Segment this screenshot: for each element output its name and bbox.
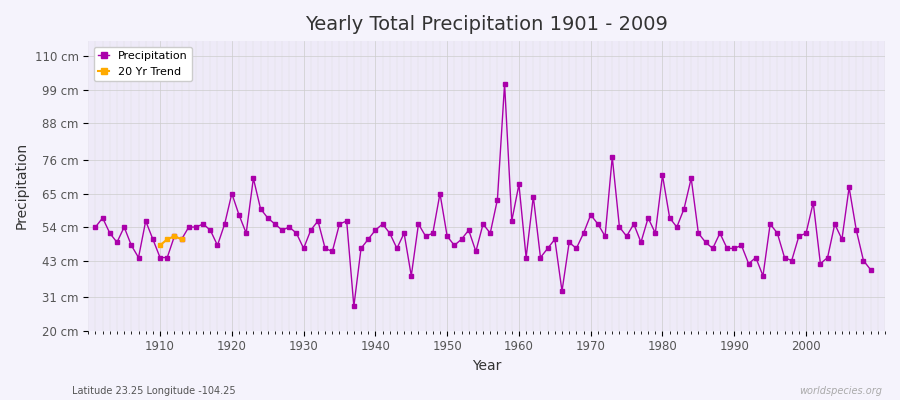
20 Yr Trend: [155, 243, 166, 248]
Precipitation: [356, 246, 366, 251]
X-axis label: Year: Year: [472, 359, 501, 373]
Precipitation: [148, 237, 158, 242]
Precipitation: [305, 228, 316, 232]
Title: Yearly Total Precipitation 1901 - 2009: Yearly Total Precipitation 1901 - 2009: [305, 15, 668, 34]
20 Yr Trend: [162, 237, 173, 242]
Precipitation: [528, 194, 539, 199]
Line: Precipitation: Precipitation: [94, 82, 872, 308]
Precipitation: [90, 225, 101, 230]
Precipitation: [500, 81, 510, 86]
20 Yr Trend: [169, 234, 180, 239]
Legend: Precipitation, 20 Yr Trend: Precipitation, 20 Yr Trend: [94, 47, 193, 81]
20 Yr Trend: [176, 237, 187, 242]
Text: Latitude 23.25 Longitude -104.25: Latitude 23.25 Longitude -104.25: [72, 386, 236, 396]
Precipitation: [865, 267, 876, 272]
Y-axis label: Precipitation: Precipitation: [15, 142, 29, 230]
Line: 20 Yr Trend: 20 Yr Trend: [158, 234, 184, 248]
Precipitation: [348, 304, 359, 309]
Precipitation: [614, 225, 625, 230]
Text: worldspecies.org: worldspecies.org: [799, 386, 882, 396]
Precipitation: [521, 255, 532, 260]
